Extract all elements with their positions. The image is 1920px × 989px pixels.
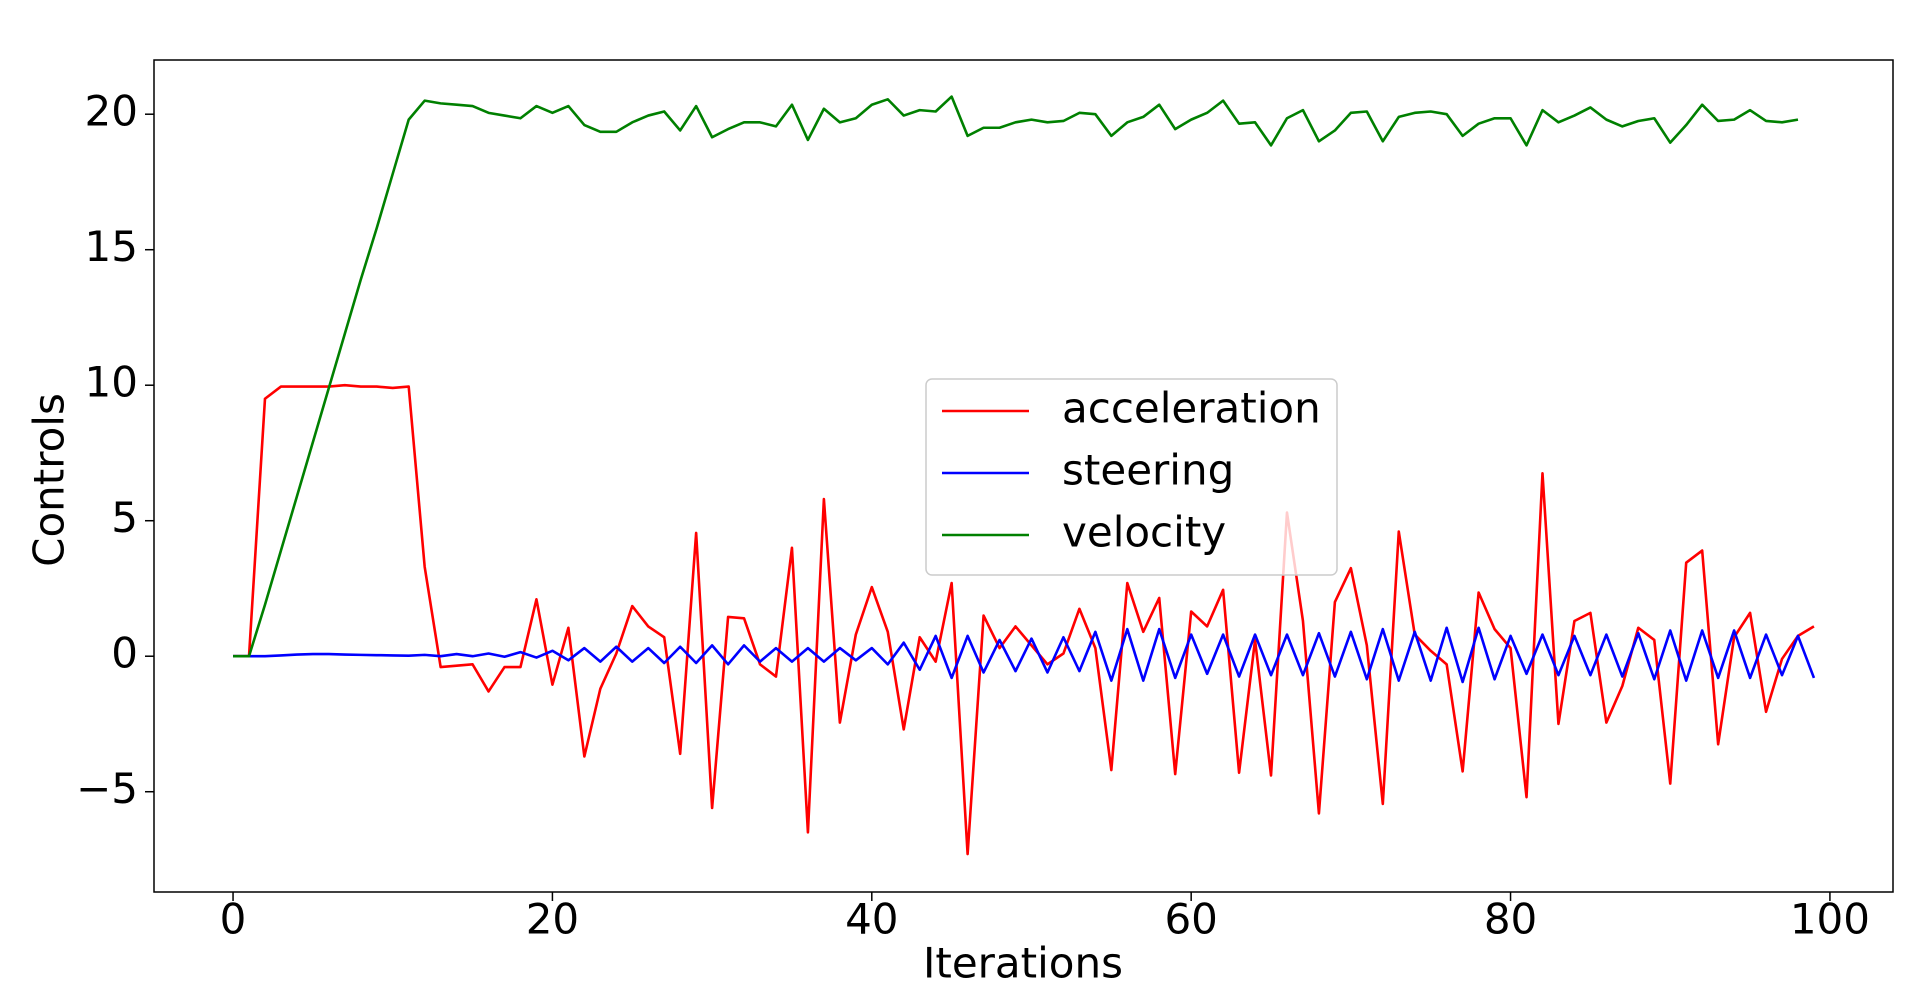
y-tick-label: −5 — [76, 764, 138, 813]
series-line — [233, 95, 1799, 658]
x-tick-label: 0 — [220, 895, 247, 944]
x-tick-label: 100 — [1790, 895, 1870, 944]
y-tick-label: 5 — [111, 493, 138, 542]
series-line — [233, 383, 1815, 856]
series-line — [233, 626, 1816, 684]
legend-box — [925, 378, 1338, 576]
x-tick-label: 20 — [526, 895, 579, 944]
x-tick-label: 40 — [845, 895, 898, 944]
y-tick-label: 15 — [85, 222, 138, 271]
plot-frame — [153, 59, 1894, 893]
legend-label: velocity — [1062, 508, 1226, 557]
y-tick-label: 10 — [85, 358, 138, 407]
legend-label: steering — [1062, 446, 1234, 495]
x-tick-label: 80 — [1484, 895, 1537, 944]
x-axis-label: Iterations — [923, 939, 1123, 988]
x-tick-label: 60 — [1164, 895, 1217, 944]
legend-label: acceleration — [1062, 384, 1321, 433]
y-axis-label: Controls — [25, 393, 74, 567]
y-tick-label: 20 — [85, 87, 138, 136]
y-tick-label: 0 — [111, 629, 138, 678]
